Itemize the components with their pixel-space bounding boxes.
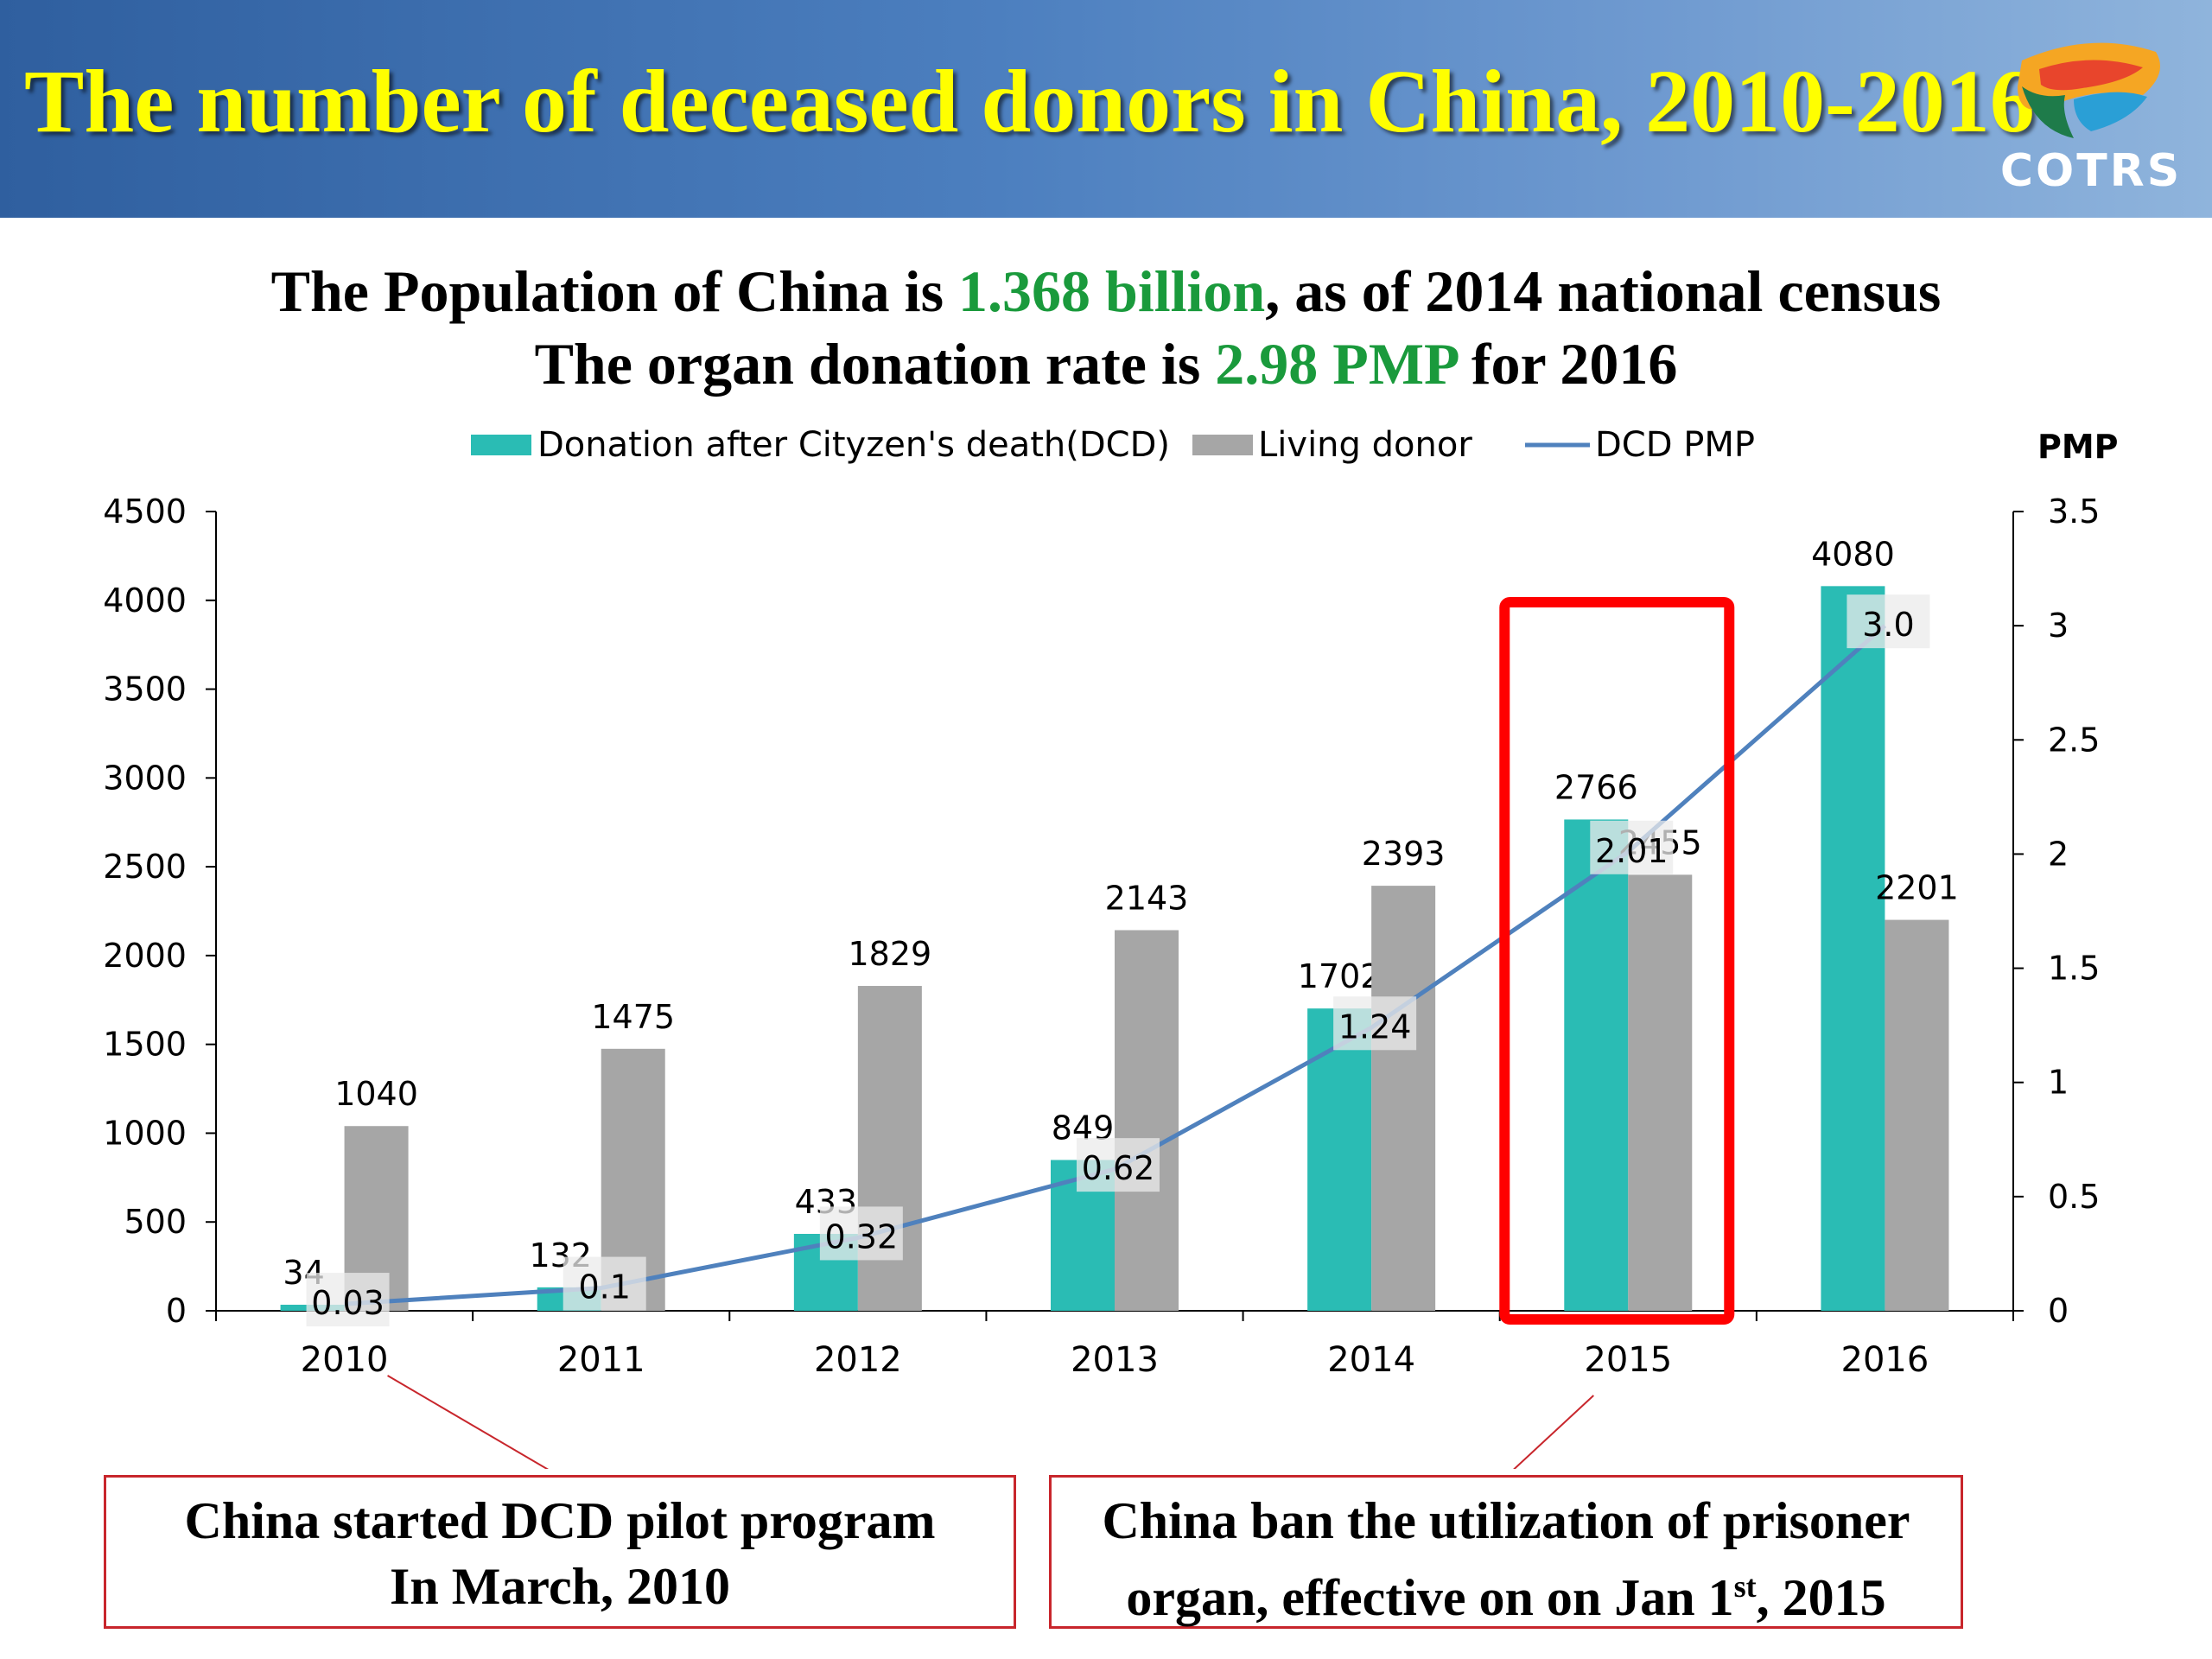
- living-donor-data-label: 1040: [334, 1075, 418, 1113]
- right-axis-tick-label: 1.5: [2048, 950, 2100, 988]
- dcd-data-label: 2766: [1554, 768, 1638, 806]
- dcd-data-label: 1702: [1298, 957, 1382, 995]
- pmp-label-bg: [1077, 1138, 1160, 1192]
- callout-2-line-2: organ, effective on on Jan 1st, 2015: [1052, 1554, 1961, 1630]
- population-value: 1.368 billion: [958, 258, 1266, 324]
- pmp-data-label: 0.1: [578, 1268, 630, 1306]
- callout-1-line-1: China started DCD pilot program: [184, 1492, 936, 1549]
- right-axis-tick-label: 1: [2048, 1064, 2069, 1102]
- highlight-box-2015: [1499, 597, 1735, 1325]
- callout-2-connector: [1513, 1395, 1594, 1469]
- right-axis-tick-label: 0.5: [2048, 1178, 2100, 1216]
- left-axis-tick-label: 1000: [103, 1114, 187, 1152]
- callout-prisoner-ban: China ban the utilization of prisoner or…: [1049, 1475, 1963, 1629]
- left-axis-tick-label: 3500: [103, 671, 187, 709]
- subtitle-1-text-c: , as of 2014 national census: [1265, 258, 1942, 324]
- living-donor-data-label: 1829: [848, 935, 931, 973]
- pmp-label-bg: [1333, 996, 1417, 1051]
- living-donor-bar: [1628, 874, 1693, 1311]
- pmp-data-label: 0.03: [311, 1284, 385, 1322]
- callout-dcd-pilot: China started DCD pilot program In March…: [104, 1475, 1016, 1629]
- legend-dcd-swatch: [471, 435, 531, 455]
- right-axis-tick-label: 0: [2048, 1292, 2069, 1330]
- x-axis-tick-label: 2010: [301, 1340, 389, 1380]
- living-donor-bar: [1115, 930, 1179, 1311]
- x-axis-tick-label: 2014: [1327, 1340, 1415, 1380]
- right-axis-tick-label: 3.5: [2048, 493, 2100, 531]
- left-axis-tick-label: 2000: [103, 937, 187, 975]
- right-axis-title: PMP: [2037, 428, 2119, 466]
- dcd-bar: [1564, 819, 1629, 1311]
- dcd-bar: [1821, 586, 1885, 1311]
- callout-1-connector: [387, 1375, 550, 1469]
- pmp-data-label: 2.01: [1595, 832, 1669, 870]
- x-axis-tick-label: 2015: [1584, 1340, 1672, 1380]
- pmp-data-label: 0.32: [825, 1217, 899, 1255]
- cotrs-logo: COTRS: [1987, 35, 2195, 207]
- pmp-label-bg: [819, 1206, 903, 1261]
- pmp-label-bg: [306, 1273, 390, 1327]
- x-axis-tick-label: 2011: [557, 1340, 645, 1380]
- left-axis-tick-label: 1500: [103, 1026, 187, 1064]
- pmp-label-bg: [563, 1256, 646, 1311]
- donor-chart: 0 500 1000 1500 2000 2500 3000 3500 4000 4500 0 0.5…: [103, 425, 2119, 1469]
- left-axis-tick-label: 4000: [103, 582, 187, 620]
- right-axis-tick-label: 2: [2048, 835, 2069, 873]
- subtitle-line-2: The organ donation rate is 2.98 PMP for …: [0, 330, 2212, 398]
- x-axis-tick-label: 2016: [1841, 1340, 1929, 1380]
- living-donor-bar: [1371, 886, 1436, 1311]
- living-donor-bar: [857, 986, 922, 1311]
- left-axis-tick-label: 0: [166, 1292, 187, 1330]
- pmp-data-label: 0.62: [1082, 1149, 1155, 1187]
- legend-dcd-label: Donation after Cityzen's death(DCD): [537, 425, 1170, 465]
- callout-2-text-b: , 2015: [1756, 1569, 1886, 1626]
- pmp-label-bg: [1847, 594, 1930, 649]
- left-axis-tick-label: 4500: [103, 493, 187, 531]
- x-axis-tick-label: 2013: [1071, 1340, 1159, 1380]
- legend-pmp-label: DCD PMP: [1595, 425, 1755, 465]
- subtitle-1-text-a: The Population of China is: [270, 258, 959, 324]
- subtitle-2-text-a: The organ donation rate is: [534, 331, 1216, 397]
- living-donor-data-label: 2201: [1875, 869, 1959, 907]
- legend-living-label: Living donor: [1258, 425, 1472, 465]
- slide-title: The number of deceased donors in China, …: [24, 52, 2035, 151]
- living-donor-data-label: 1475: [591, 998, 675, 1036]
- header-banner: The number of deceased donors in China, …: [0, 0, 2212, 218]
- callout-1-line-2: In March, 2010: [390, 1558, 730, 1615]
- callout-2-text-a: organ, effective on on Jan 1: [1126, 1569, 1734, 1626]
- x-axis-tick-label: 2012: [814, 1340, 902, 1380]
- callout-2-line-1: China ban the utilization of prisoner: [1102, 1492, 1910, 1549]
- subtitle-line-1: The Population of China is 1.368 billion…: [0, 257, 2212, 326]
- left-axis-tick-label: 3000: [103, 759, 187, 797]
- legend-living-swatch: [1192, 435, 1253, 455]
- dcd-bar: [1307, 1008, 1372, 1311]
- dcd-data-label: 4080: [1811, 535, 1895, 573]
- logo-text: COTRS: [1999, 145, 2183, 197]
- living-donor-data-label: 2393: [1362, 835, 1446, 873]
- living-donor-data-label: 2143: [1105, 879, 1189, 917]
- right-axis-tick-label: 2.5: [2048, 721, 2100, 759]
- pmp-data-label: 3.0: [1862, 606, 1914, 644]
- left-axis-tick-label: 2500: [103, 848, 187, 886]
- pmp-label-bg: [1590, 820, 1674, 874]
- logo-icon: [2018, 42, 2160, 138]
- left-axis-tick-label: 500: [124, 1203, 187, 1241]
- donation-rate-value: 2.98 PMP: [1215, 331, 1457, 397]
- subtitle-2-text-c: for 2016: [1456, 331, 1678, 397]
- living-donor-bar: [1885, 919, 1949, 1311]
- callout-2-sup: st: [1733, 1569, 1757, 1604]
- right-axis-tick-label: 3: [2048, 607, 2069, 645]
- pmp-data-label: 1.24: [1338, 1007, 1412, 1046]
